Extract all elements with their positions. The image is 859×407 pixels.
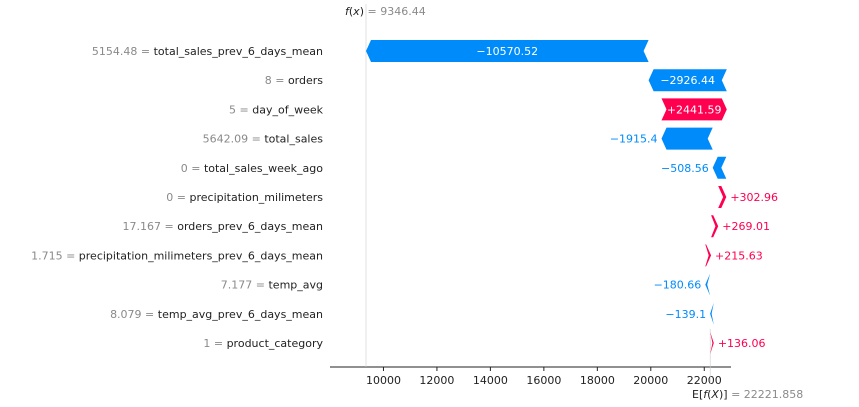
contribution-label: +302.96 — [730, 191, 778, 204]
bar-total-sales — [661, 127, 713, 150]
feature-label: 7.177 = temp_avg — [221, 279, 323, 292]
feature-label: 17.167 = orders_prev_6_days_mean — [123, 220, 324, 233]
contribution-bars: −10570.52 −2926.44 +2441.59 −1915.4 −508.56 +… — [366, 40, 778, 354]
feature-name: temp_avg_prev_6_days_mean — [158, 308, 323, 321]
contribution-label: −10570.52 — [476, 45, 538, 58]
x-tick-label: 20000 — [633, 374, 668, 387]
x-tick-label: 12000 — [419, 374, 454, 387]
contribution-label: −1915.4 — [610, 133, 658, 146]
feature-name: total_sales_week_ago — [204, 162, 323, 175]
feature-name: precipitation_milimeters — [190, 191, 324, 204]
ex-value: 22221.858 — [744, 388, 804, 401]
feature-label: 0 = precipitation_milimeters — [166, 191, 323, 204]
bar-orders-prev-6-days-mean — [711, 215, 719, 238]
feature-label: 1 = product_category — [203, 337, 323, 350]
fx-value: 9346.44 — [380, 5, 426, 18]
feature-value: 7.177 — [221, 279, 253, 292]
feature-value: 5 — [229, 103, 236, 116]
feature-label: 1.715 = precipitation_milimeters_prev_6_… — [31, 249, 323, 262]
bar-total-sales-week-ago — [712, 156, 727, 179]
feature-label: 8.079 = temp_avg_prev_6_days_mean — [110, 308, 323, 321]
feature-name: day_of_week — [252, 103, 323, 116]
bar-temp-avg — [705, 273, 711, 296]
bar-orders — [648, 69, 727, 92]
feature-label: 5154.48 = total_sales_prev_6_days_mean — [92, 45, 323, 58]
feature-name: orders_prev_6_days_mean — [177, 220, 323, 233]
feature-value: 0 — [181, 162, 188, 175]
feature-value: 1.715 — [31, 249, 63, 262]
contribution-label: +269.01 — [722, 220, 770, 233]
feature-name: precipitation_milimeters_prev_6_days_mea… — [79, 249, 323, 262]
ex-label: E[f(X)] = 22221.858 — [692, 388, 803, 401]
fx-label: f(x) = 9346.44 — [345, 5, 426, 18]
x-tick-label: 10000 — [366, 374, 401, 387]
feature-label: 5 = day_of_week — [229, 103, 324, 116]
feature-name: orders — [288, 74, 323, 87]
x-tick-label: 14000 — [473, 374, 508, 387]
contribution-label: −180.66 — [654, 279, 702, 292]
x-tick-label: 18000 — [580, 374, 615, 387]
bar-product-category — [710, 332, 714, 354]
bar-day-of-week — [661, 98, 727, 121]
feature-label: 0 = total_sales_week_ago — [181, 162, 324, 175]
feature-name: product_category — [227, 337, 324, 350]
feature-name: total_sales_prev_6_days_mean — [154, 45, 323, 58]
feature-value: 1 — [203, 337, 210, 350]
feature-labels: 5154.48 = total_sales_prev_6_days_mean 8 … — [31, 45, 324, 350]
feature-value: 5642.09 — [203, 133, 249, 146]
contribution-label: −139.1 — [665, 308, 706, 321]
feature-value: 0 — [166, 191, 173, 204]
feature-label: 8 = orders — [265, 74, 324, 87]
feature-name: total_sales — [264, 133, 323, 146]
contribution-label: +2441.59 — [667, 103, 722, 116]
x-axis: 10000 12000 14000 16000 18000 20000 22000 — [330, 366, 731, 387]
bar-temp-avg-prev-6-days-mean — [710, 302, 714, 325]
contribution-label: −508.56 — [661, 162, 709, 175]
feature-value: 8 — [265, 74, 272, 87]
feature-value: 17.167 — [123, 220, 162, 233]
x-tick-label: 16000 — [526, 374, 561, 387]
guide-lines — [365, 4, 711, 384]
feature-value: 5154.48 — [92, 45, 138, 58]
contribution-label: −2926.44 — [660, 74, 715, 87]
contribution-label: +215.63 — [715, 249, 763, 262]
x-tick-label: 22000 — [687, 374, 722, 387]
feature-value: 8.079 — [110, 308, 142, 321]
feature-label: 5642.09 = total_sales — [203, 133, 324, 146]
contribution-label: +136.06 — [718, 337, 766, 350]
bar-precipitation-milimeters-prev-6-days-mean — [705, 244, 712, 267]
bar-total-sales-prev-6-days-mean — [366, 40, 649, 62]
feature-name: temp_avg — [268, 279, 323, 292]
bar-precipitation-milimeters — [718, 186, 727, 208]
